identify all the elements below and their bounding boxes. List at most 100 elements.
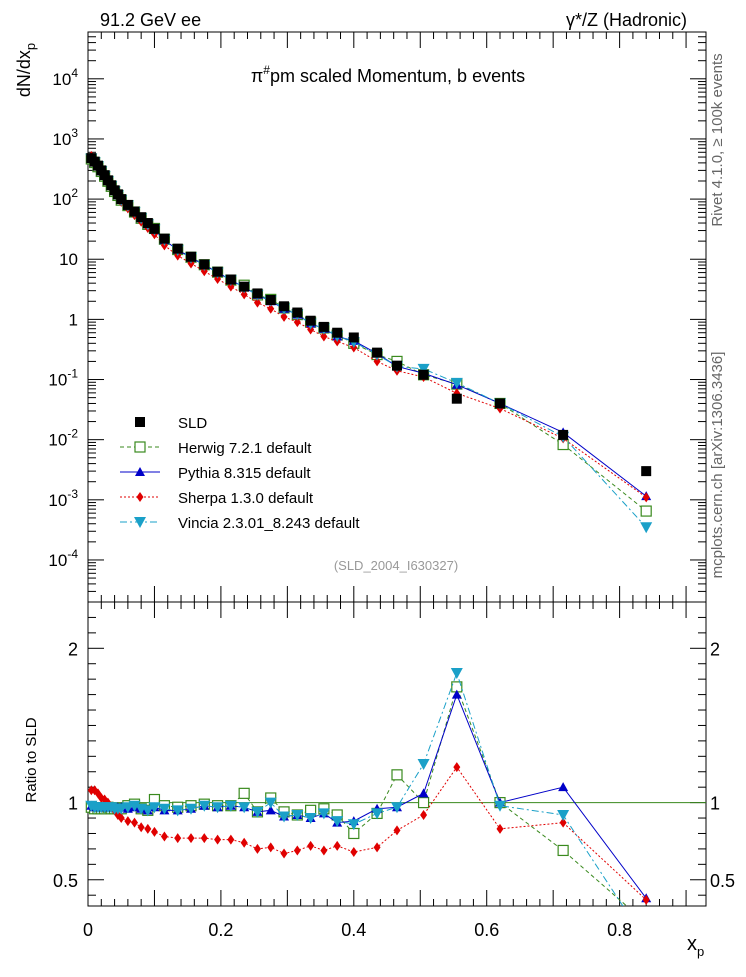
- ratio-point-vincia: [331, 816, 344, 828]
- main-point-data: [172, 243, 183, 254]
- y-tick-label-main: 10-4: [48, 547, 78, 570]
- ratio-point-vincia: [224, 800, 237, 812]
- analysis-tag: (SLD_2004_I630327): [334, 558, 458, 573]
- main-point-sherpa: [373, 356, 381, 367]
- ratio-point-vincia: [171, 805, 184, 817]
- main-point-data: [641, 466, 652, 477]
- ratio-point-sherpa: [160, 831, 168, 842]
- ratio-point-vincia: [317, 808, 330, 820]
- ratio-point-vincia: [148, 802, 161, 814]
- y-tick-label-ratio: 0.5: [53, 871, 78, 891]
- y-tick-label-main: 102: [52, 186, 78, 209]
- main-series-group: [85, 151, 653, 534]
- ratio-panel-frame: [87, 601, 707, 907]
- x-axis-label: xp: [687, 933, 704, 959]
- legend-marker-data: [135, 417, 145, 427]
- ratio-point-sherpa: [131, 817, 139, 828]
- x-tick-label: 0.2: [208, 920, 233, 940]
- ratio-point-vincia: [291, 809, 304, 821]
- y-axis-label-main: dN/dxp: [14, 43, 38, 97]
- ratio-point-sherpa: [280, 848, 288, 859]
- main-point-data: [392, 360, 402, 371]
- main-point-data: [212, 266, 223, 277]
- main-point-data: [332, 327, 343, 338]
- main-point-data: [225, 274, 236, 285]
- main-point-data: [239, 281, 250, 292]
- ratio-point-herwig: [557, 844, 569, 857]
- side-label-mcplots: mcplots.cern.ch [arXiv:1306.3436]: [709, 352, 726, 579]
- main-point-data: [348, 332, 359, 343]
- main-point-data: [495, 398, 505, 409]
- main-point-data: [142, 218, 153, 229]
- ratio-point-pythia: [265, 805, 276, 815]
- main-point-sherpa: [253, 297, 261, 308]
- legend-label-vincia: Vincia 2.3.01_8.243 default: [178, 515, 360, 532]
- x-tick-label: 0.4: [341, 920, 366, 940]
- main-point-sherpa: [320, 331, 328, 342]
- legend-marker-vincia: [134, 517, 146, 528]
- main-point-data: [99, 170, 110, 181]
- legend-label-sherpa: Sherpa 1.3.0 default: [178, 490, 314, 507]
- y-tick-label-main: 104: [52, 66, 78, 89]
- main-point-data: [149, 223, 160, 234]
- ratio-point-vincia: [391, 802, 403, 814]
- y-tick-label-main: 10-2: [48, 427, 78, 450]
- ratio-point-sherpa: [240, 837, 248, 848]
- ratio-point-vincia: [251, 806, 264, 818]
- main-point-data: [136, 212, 147, 223]
- ratio-point-vincia: [158, 803, 171, 815]
- main-point-vincia: [417, 363, 430, 375]
- ratio-point-sherpa: [137, 822, 145, 833]
- ratio-point-pythia: [558, 782, 569, 792]
- main-point-sherpa: [240, 289, 248, 300]
- main-line-vincia: [90, 158, 647, 528]
- ratio-axes: 0 0.2 0.4 0.6 0.8 0.5 0.5 1 1 2 2: [53, 601, 735, 940]
- y-tick-label-ratio-right: 2: [710, 639, 720, 659]
- main-point-data: [372, 347, 383, 358]
- ratio-point-sherpa: [393, 825, 401, 836]
- main-line-herwig: [90, 158, 647, 512]
- main-point-data: [418, 369, 429, 380]
- ratio-point-sherpa: [307, 840, 315, 851]
- main-point-data: [159, 233, 170, 244]
- ratio-point-sherpa: [117, 813, 125, 824]
- y-tick-label-main: 10: [59, 250, 78, 269]
- main-point-herwig: [640, 505, 652, 517]
- ratio-point-vincia: [238, 802, 251, 814]
- ratio-point-vincia: [450, 667, 463, 679]
- y-tick-label-ratio: 2: [68, 639, 78, 659]
- main-point-data: [558, 429, 569, 440]
- ratio-point-herwig: [417, 797, 430, 809]
- ratio-point-vincia: [198, 800, 211, 812]
- ratio-point-sherpa: [267, 842, 275, 853]
- ratio-point-vincia: [371, 808, 384, 820]
- ratio-point-sherpa: [320, 845, 328, 856]
- main-point-data: [305, 315, 316, 326]
- main-point-sherpa: [280, 311, 288, 322]
- ratio-point-vincia: [141, 805, 154, 817]
- ratio-point-sherpa: [214, 834, 222, 845]
- main-point-data: [199, 259, 210, 270]
- process-label: γ*/Z (Hadronic): [566, 10, 687, 30]
- legend-marker-pythia: [135, 467, 145, 476]
- ratio-point-vincia: [278, 811, 291, 823]
- ratio-point-pythia: [418, 788, 429, 798]
- main-point-data: [451, 393, 462, 404]
- main-point-sherpa: [267, 303, 275, 314]
- main-point-data: [186, 251, 196, 262]
- main-point-data: [129, 206, 140, 217]
- legend-marker-sherpa: [136, 492, 144, 502]
- main-title: π#pm scaled Momentum, b events: [251, 63, 525, 86]
- y-tick-label-main: 1: [69, 310, 78, 329]
- main-point-data: [252, 288, 263, 299]
- ratio-point-sherpa: [350, 846, 358, 857]
- x-tick-label: 0.8: [607, 920, 632, 940]
- ratio-point-vincia: [128, 800, 141, 812]
- main-point-data: [116, 194, 127, 205]
- energy-label: 91.2 GeV ee: [100, 10, 201, 30]
- ratio-point-sherpa: [333, 840, 341, 851]
- y-tick-label-ratio: 1: [68, 794, 78, 814]
- ratio-point-sherpa: [150, 826, 158, 837]
